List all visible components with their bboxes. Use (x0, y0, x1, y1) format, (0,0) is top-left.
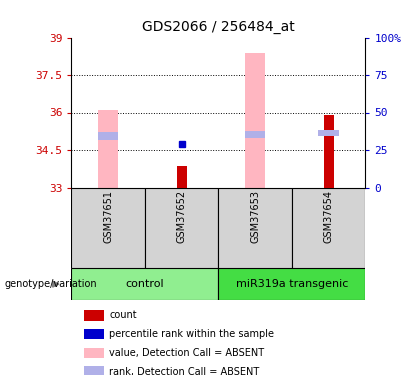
Bar (98, 132, 118, 140)
Bar (323, 115, 334, 188)
Bar (98, 110, 118, 188)
Text: count: count (110, 310, 137, 320)
Bar (218, 268, 365, 300)
Text: percentile rank within the sample: percentile rank within the sample (110, 329, 274, 339)
Bar (318, 130, 339, 136)
Text: control: control (126, 279, 164, 289)
Text: genotype/variation: genotype/variation (4, 279, 97, 289)
Bar (176, 166, 187, 188)
Text: rank, Detection Call = ABSENT: rank, Detection Call = ABSENT (110, 367, 260, 375)
Bar (84, 310, 104, 321)
Text: GSM37654: GSM37654 (324, 190, 333, 243)
Bar (245, 131, 265, 138)
Bar (218, 188, 292, 268)
Bar (71, 188, 145, 268)
Bar (84, 366, 104, 375)
Bar (84, 329, 104, 339)
Text: GSM37651: GSM37651 (103, 190, 113, 243)
Bar (292, 188, 365, 268)
Title: GDS2066 / 256484_at: GDS2066 / 256484_at (142, 20, 295, 34)
Text: GSM37652: GSM37652 (177, 190, 186, 243)
Text: value, Detection Call = ABSENT: value, Detection Call = ABSENT (110, 348, 265, 358)
Text: GSM37653: GSM37653 (250, 190, 260, 243)
Bar (84, 348, 104, 358)
Bar (71, 268, 218, 300)
Bar (245, 53, 265, 188)
Text: miR319a transgenic: miR319a transgenic (236, 279, 348, 289)
Bar (145, 188, 218, 268)
